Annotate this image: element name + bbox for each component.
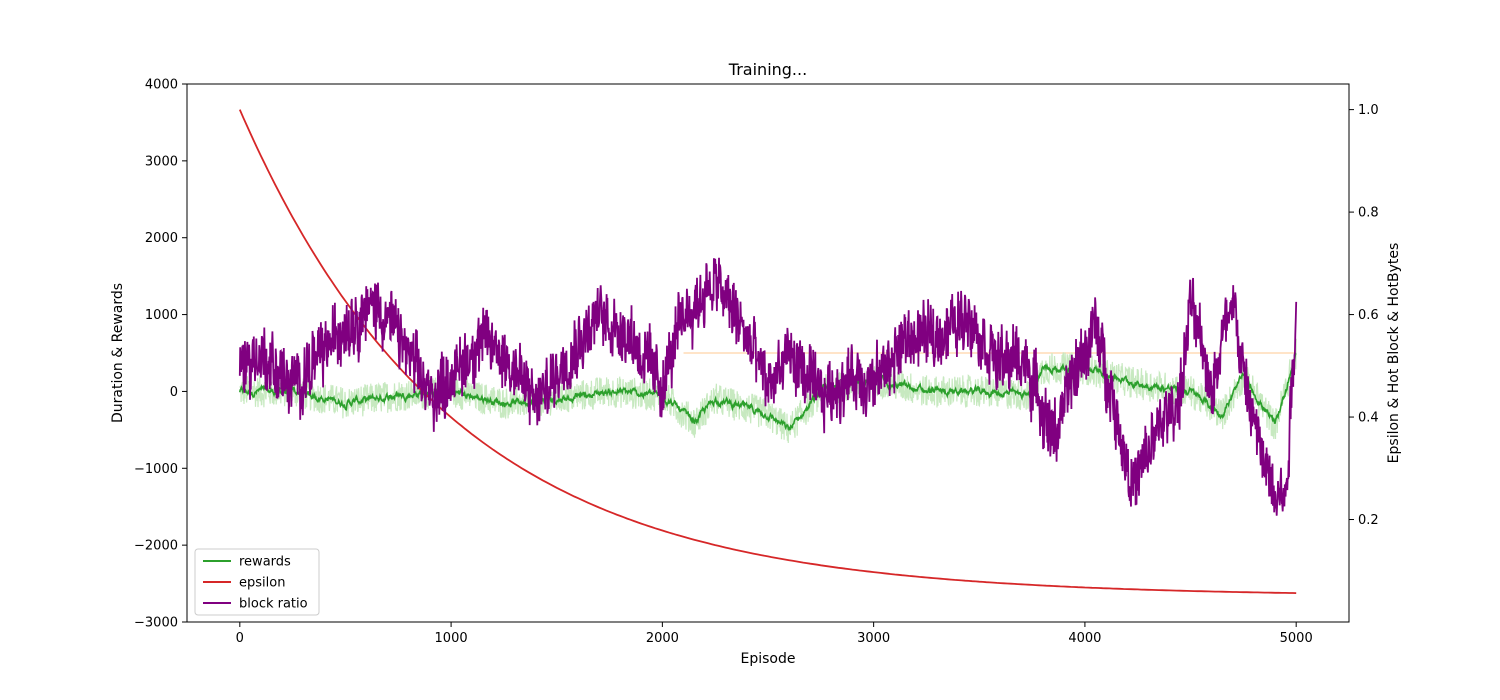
y-axis-left-label: Duration & Rewards bbox=[110, 283, 126, 423]
legend: rewards epsilon block ratio bbox=[194, 548, 320, 616]
legend-label-rewards: rewards bbox=[239, 555, 291, 570]
chart-title: Training... bbox=[728, 60, 807, 79]
y-left-tick-label: 0 bbox=[170, 385, 178, 400]
y-left-tick-label: −2000 bbox=[134, 539, 178, 554]
x-tick-label: 1000 bbox=[435, 631, 468, 646]
plot-frame bbox=[186, 83, 1350, 623]
ticks-layer: 0 1000 2000 3000 4000 5000 −3000 −2000 −1000 0 100… bbox=[134, 78, 1379, 647]
x-tick-label: 4000 bbox=[1068, 631, 1101, 646]
y-right-tick-label: 1.0 bbox=[1358, 103, 1379, 118]
y-right-tick-label: 0.2 bbox=[1358, 513, 1379, 528]
legend-box bbox=[194, 548, 320, 616]
x-tick-label: 5000 bbox=[1280, 631, 1313, 646]
series-line-rewards-raw bbox=[239, 338, 1297, 444]
y-left-tick-label: −1000 bbox=[134, 462, 178, 477]
legend-label-epsilon: epsilon bbox=[239, 576, 285, 591]
y-right-tick-label: 0.6 bbox=[1358, 308, 1379, 323]
series-line-rewards bbox=[239, 352, 1297, 432]
series-layer bbox=[238, 109, 1298, 594]
y-right-tick-label: 0.4 bbox=[1358, 411, 1379, 426]
y-left-tick-label: 2000 bbox=[145, 231, 178, 246]
x-tick-label: 2000 bbox=[646, 631, 679, 646]
y-left-tick-label: 4000 bbox=[145, 78, 178, 93]
y-left-tick-label: 1000 bbox=[145, 308, 178, 323]
y-axis-right-label: Epsilon & Hot Block & HotBytes bbox=[1386, 243, 1402, 464]
x-tick-label: 0 bbox=[236, 631, 244, 646]
y-right-tick-label: 0.8 bbox=[1358, 206, 1379, 221]
legend-label-block-ratio: block ratio bbox=[239, 597, 308, 612]
series-line-block-ratio bbox=[238, 257, 1298, 516]
y-left-tick-label: 3000 bbox=[145, 154, 178, 169]
x-tick-label: 3000 bbox=[857, 631, 890, 646]
series-line-epsilon bbox=[238, 109, 1297, 594]
y-left-tick-label: −3000 bbox=[134, 616, 178, 631]
x-axis-label: Episode bbox=[741, 651, 796, 667]
